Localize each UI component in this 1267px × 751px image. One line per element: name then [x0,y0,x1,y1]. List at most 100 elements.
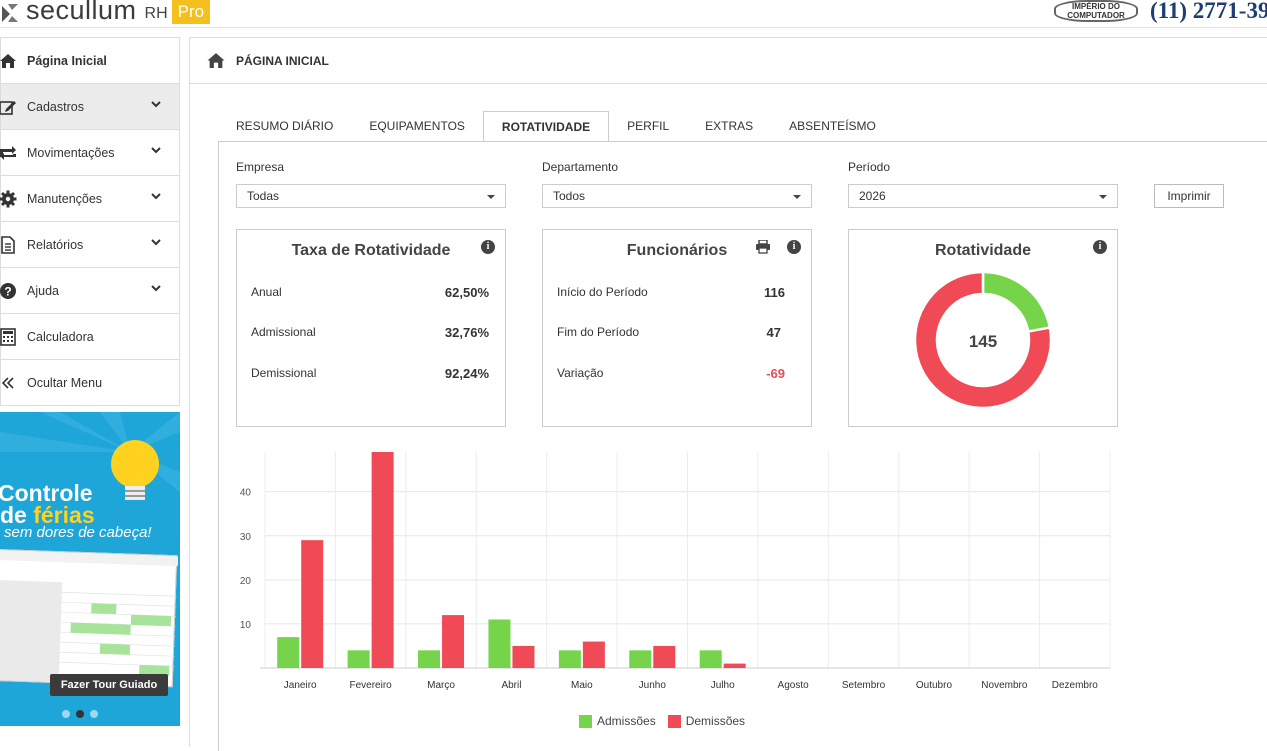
funcionarios-row-inicio: Início do Período 116 [557,285,785,300]
promo-banner[interactable]: Controle de férias sem dores de cabeça! … [0,412,180,726]
x-tick-label: Fevereiro [350,680,393,691]
periodo-label: Período [848,160,891,174]
sidebar-item-pagina-inicial[interactable]: Página Inicial [0,37,180,84]
bar-demissoes[interactable] [653,645,676,668]
calculator-icon [0,327,17,346]
sidebar-item-label: Movimentações [27,145,115,160]
bar-demissoes[interactable] [723,663,746,668]
rotatividade-card: Rotatividade i 145 [848,229,1118,427]
tab-absenteismo[interactable]: ABSENTEÍSMO [789,119,876,133]
taxa-rotatividade-card: Taxa de Rotatividade i Anual 62,50% Admis… [236,229,506,427]
bar-demissoes[interactable] [512,645,535,668]
taxa-row-demissional: Demissional 92,24% [251,366,489,381]
funcionarios-card: Funcionários i Início do Período 116 Fim … [542,229,812,427]
empresa-select[interactable]: Todas [236,184,506,208]
carousel-dot-active[interactable] [76,710,84,718]
x-tick-label: Janeiro [284,680,317,691]
legend-swatch [667,714,681,728]
card-title: Rotatividade [934,242,1031,259]
carousel-dot[interactable] [62,710,70,718]
lightbulb-icon [111,440,159,500]
taxa-row-admissional: Admissional 32,76% [251,325,489,340]
sidebar-item-relatorios[interactable]: Relatórios [0,222,180,268]
sidebar: Página Inicial Cadastros Movimentações M… [0,37,180,406]
y-tick-label: 40 [240,488,252,499]
banner-title-line2: de férias [0,502,95,528]
chart-legend: Admissões Demissões [579,714,757,728]
chevron-down-icon [151,101,161,108]
bar-admissoes[interactable] [629,650,652,668]
periodo-select[interactable]: 2026 [848,184,1118,208]
bar-admissoes[interactable] [558,650,581,668]
tab-divider [218,141,1267,142]
sidebar-item-label: Cadastros [27,99,84,114]
legend-demissoes[interactable]: Demissões [667,714,745,728]
sidebar-item-ocultar-menu[interactable]: Ocultar Menu [0,360,180,406]
donut-segment-0[interactable] [981,270,1052,334]
tab-resumo-diario[interactable]: RESUMO DIÁRIO [236,119,334,133]
tour-button[interactable]: Fazer Tour Guiado [50,674,168,696]
caret-down-icon [1099,195,1107,199]
sidebar-item-label: Ocultar Menu [27,375,103,390]
bar-chart: 10 20 30 40 Janeiro Fevereiro Março Abril Maio Ju… [230,448,1120,748]
carousel-dot[interactable] [90,710,98,718]
legend-swatch [579,714,592,728]
funcionarios-row-fim: Fim do Período 47 [557,325,781,340]
info-icon[interactable]: i [1093,240,1107,254]
taxa-row-anual: Anual 62,50% [251,285,489,300]
y-tick-label: 10 [240,620,252,631]
svg-text:?: ? [4,284,11,298]
bar-admissoes[interactable] [347,650,370,668]
phone-number: (11) 2771-39 [1150,0,1267,23]
y-tick-label: 30 [240,532,252,543]
bar-admissoes[interactable] [488,619,511,668]
x-tick-label: Outubro [916,680,953,691]
brand-badge: Pro [171,0,211,24]
sidebar-item-manutencoes[interactable]: Manutenções [0,176,180,222]
chevron-down-icon [151,193,161,200]
tab-equipamentos[interactable]: EQUIPAMENTOS [369,119,465,133]
tab-perfil[interactable]: PERFIL [627,119,670,133]
departamento-label: Departamento [542,160,619,174]
banner-title-line1: Controle [0,480,93,506]
bar-demissoes[interactable] [442,615,465,668]
banner-screenshot [0,548,179,688]
logo-mark-icon [2,4,18,22]
bar-admissoes[interactable] [277,637,300,668]
bar-admissoes[interactable] [418,650,441,668]
tab-rotatividade[interactable]: ROTATIVIDADE [482,111,610,142]
donut-segment-1[interactable] [913,270,1053,410]
brand-logo[interactable]: secullum RH Pro [0,0,211,25]
imprimir-button[interactable]: Imprimir [1154,184,1224,208]
bar-demissoes[interactable] [582,641,605,668]
info-icon[interactable]: i [787,240,801,254]
x-tick-label: Agosto [778,680,810,691]
sidebar-item-ajuda[interactable]: ? Ajuda [0,268,180,314]
panel-border [218,141,219,751]
top-bar: secullum RH Pro IMPÉRIO DO COMPUTADOR (1… [0,0,1267,28]
y-tick-label: 20 [240,576,252,587]
bar-demissoes[interactable] [371,452,394,668]
sidebar-item-calculadora[interactable]: Calculadora [0,314,180,360]
brand-name: secullum [26,0,137,25]
tab-extras[interactable]: EXTRAS [705,119,754,133]
empresa-label: Empresa [236,160,285,174]
departamento-select[interactable]: Todos [542,184,812,208]
bar-admissoes[interactable] [699,650,722,668]
funcionarios-row-variacao: Variação -69 [557,366,785,381]
sidebar-item-movimentacoes[interactable]: Movimentações [0,130,180,176]
home-icon [0,52,17,70]
bar-demissoes[interactable] [301,540,324,668]
x-tick-label: Maio [571,680,593,691]
tab-bar: RESUMO DIÁRIO EQUIPAMENTOS ROTATIVIDADE … [218,111,894,142]
x-tick-label: Setembro [842,680,886,691]
gear-icon [0,190,17,208]
home-icon [207,53,225,68]
sidebar-item-cadastros[interactable]: Cadastros [0,84,180,130]
chevron-down-icon [151,285,161,292]
carousel-dots [62,710,98,718]
print-icon[interactable] [755,240,771,254]
partner-logo: IMPÉRIO DO COMPUTADOR [1054,0,1138,22]
legend-admissoes[interactable]: Admissões [579,714,656,728]
info-icon[interactable]: i [481,240,495,254]
